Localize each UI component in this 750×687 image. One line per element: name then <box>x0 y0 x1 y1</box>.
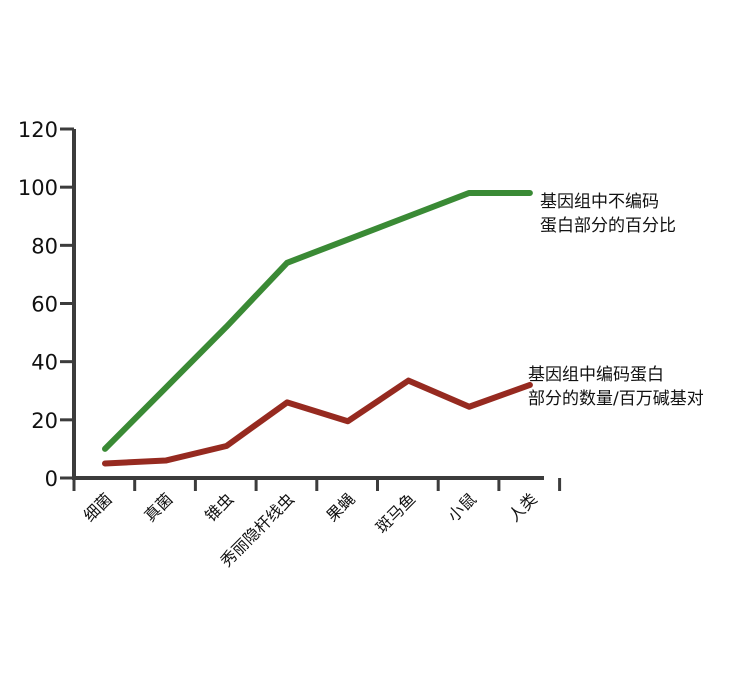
x-category-label: 真菌 <box>140 489 176 525</box>
y-ticks: 0 20 40 60 80 100 120 <box>18 118 74 491</box>
x-category-label: 细菌 <box>80 489 116 525</box>
y-tick-label: 60 <box>31 293 58 317</box>
series-label-line: 部分的数量/百万碱基对 <box>528 389 704 409</box>
series-label-line: 基因组中不编码 <box>540 192 659 212</box>
y-tick-label: 80 <box>31 234 58 258</box>
x-category-label: 锥虫 <box>201 489 237 525</box>
y-tick-label: 120 <box>18 118 58 142</box>
y-tick-label: 20 <box>31 409 58 433</box>
series-group <box>105 193 530 463</box>
axes <box>72 129 544 478</box>
x-category-label: 小鼠 <box>444 489 480 525</box>
series-line <box>105 381 530 464</box>
y-tick-label: 40 <box>31 351 58 375</box>
y-tick-label: 0 <box>45 467 58 491</box>
series-label-line: 蛋白部分的百分比 <box>540 216 676 236</box>
x-category-label: 斑马鱼 <box>372 489 419 536</box>
x-category-label: 果蝇 <box>323 489 359 525</box>
x-category-label: 人类 <box>505 489 541 525</box>
series-label-line: 基因组中编码蛋白 <box>528 365 664 385</box>
y-tick-label: 100 <box>18 176 58 200</box>
